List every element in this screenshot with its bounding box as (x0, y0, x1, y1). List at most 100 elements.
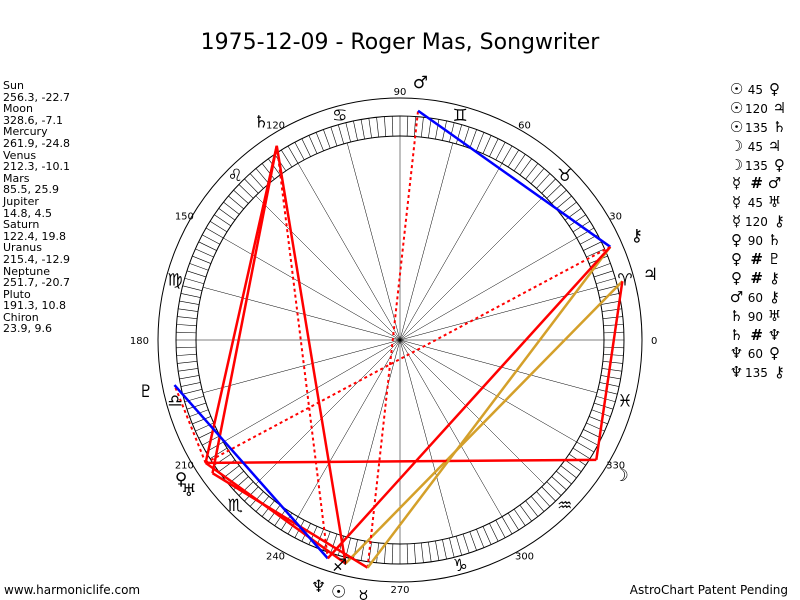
degree-tick (384, 116, 387, 137)
degree-tick (281, 149, 293, 168)
degree-tick (195, 248, 214, 258)
degree-tick (337, 536, 345, 556)
planet-coords-neptune: 251.7, -20.7 (3, 276, 70, 290)
aspect-row: ♆ 60 ♀ (728, 344, 788, 363)
degree-tick (287, 145, 299, 164)
degree-tick (192, 416, 211, 425)
aspect-line (417, 109, 612, 248)
planet-coords-chiron: 23.9, 9.6 (3, 322, 52, 336)
degree-tick (308, 135, 318, 154)
degree-tick (177, 361, 198, 364)
degree-tick (186, 270, 207, 278)
planet-coords-mercury: 261.9, -24.8 (3, 136, 70, 150)
degree-tick (513, 508, 526, 526)
degree-tick (530, 168, 545, 184)
degree-tick (330, 533, 338, 554)
degree-tick (519, 504, 532, 522)
aspect-planet1-glyph: ☿ (731, 212, 742, 231)
degree-tick (428, 118, 432, 139)
aspect-planet1-glyph: ♆ (729, 344, 744, 363)
aspect-planet1-glyph: ♀ (731, 268, 742, 287)
degree-tick (421, 117, 424, 138)
planet-position-list: Sun 256.3, -22.7 Moon 328.6, -7.1 Mercury 261… (3, 80, 70, 335)
degree-tick (255, 168, 270, 184)
degree-tick (209, 221, 228, 233)
degree-label: 90 (394, 87, 407, 98)
degree-tick (602, 316, 623, 319)
degree-tick (583, 241, 602, 251)
planet-name-saturn: Saturn (3, 218, 40, 232)
degree-label: 300 (515, 552, 534, 563)
website-link[interactable]: www.harmoniclife.com (4, 583, 141, 597)
degree-tick (345, 122, 351, 143)
aspect-angle: # (750, 250, 763, 269)
degree-tick (178, 368, 199, 372)
aspect-row: ☽ 135 ♀ (728, 156, 788, 175)
degree-tick (576, 441, 595, 453)
degree-tick (179, 300, 200, 305)
degree-tick (428, 541, 432, 562)
aspect-angle: # (750, 268, 763, 287)
aspect-line (173, 384, 329, 560)
degree-tick (601, 368, 622, 372)
degree-tick (579, 435, 598, 446)
zodiac-sign-glyph: ♍ (167, 271, 182, 291)
patent-notice: AstroChart Patent Pending (629, 583, 788, 597)
aspect-row: ♂ 60 ⚷ (728, 288, 788, 307)
degree-tick (413, 116, 416, 137)
degree-tick (583, 429, 602, 439)
degree-tick (519, 158, 532, 176)
aspect-line (205, 458, 597, 465)
aspect-planet1-glyph: ♄ (729, 306, 744, 325)
degree-tick (198, 241, 217, 251)
aspect-planet2-glyph: ⚷ (773, 212, 785, 231)
degree-tick (551, 476, 567, 491)
degree-tick (489, 523, 499, 542)
degree-tick (391, 543, 394, 564)
aspect-planet2-glyph: ♂ (767, 174, 782, 193)
degree-label: 30 (609, 212, 622, 223)
degree-label: 330 (606, 461, 625, 472)
degree-tick (223, 201, 240, 215)
planet-glyph-pluto: ♇ (138, 382, 153, 402)
degree-tick (205, 227, 224, 239)
aspect-angle: 120 (745, 215, 768, 230)
aspect-line (173, 384, 207, 464)
zodiac-sign-glyph: ♏ (228, 496, 243, 516)
aspect-planet1-glyph: ♄ (729, 325, 744, 344)
aspect-row: ♄ # ♆ (728, 326, 788, 345)
degree-tick (551, 189, 567, 204)
degree-tick (564, 208, 582, 221)
degree-tick (186, 402, 207, 410)
degree-tick (192, 255, 211, 264)
degree-tick (376, 117, 379, 138)
degree-tick (182, 389, 203, 395)
degree-tick (218, 208, 236, 221)
planet-glyph-saturn: ♄ (254, 112, 269, 132)
aspect-angle: 45 (747, 83, 763, 97)
degree-tick (591, 409, 611, 417)
zodiac-sign-glyph: ♑ (453, 556, 468, 576)
aspect-row: ♀ # ⚷ (728, 269, 788, 288)
degree-tick (556, 470, 572, 485)
aspect-angle: 120 (745, 101, 768, 116)
degree-tick (576, 227, 595, 239)
degree-tick (469, 531, 477, 551)
degree-tick (501, 145, 513, 164)
zodiac-sign-glyph: ♒ (557, 496, 572, 516)
aspect-angle: 60 (747, 290, 763, 305)
aspect-line (344, 280, 624, 565)
planet-glyph-mars: ♂ (413, 73, 428, 93)
planet-coords-pluto: 191.3, 10.8 (3, 299, 66, 313)
degree-tick (556, 195, 572, 210)
aspect-planet2-glyph: ♀ (773, 155, 785, 174)
aspect-planet2-glyph: ♆ (767, 325, 782, 344)
aspect-angle: 60 (747, 347, 763, 362)
aspect-planet2-glyph: ♄ (772, 117, 787, 136)
aspect-line (204, 145, 278, 464)
aspect-planet1-glyph: ♀ (731, 231, 742, 250)
planet-name-jupiter: Jupiter (3, 194, 39, 208)
degree-tick (244, 178, 259, 194)
degree-tick (337, 124, 345, 144)
aspect-planet2-glyph: ♃ (767, 136, 782, 155)
